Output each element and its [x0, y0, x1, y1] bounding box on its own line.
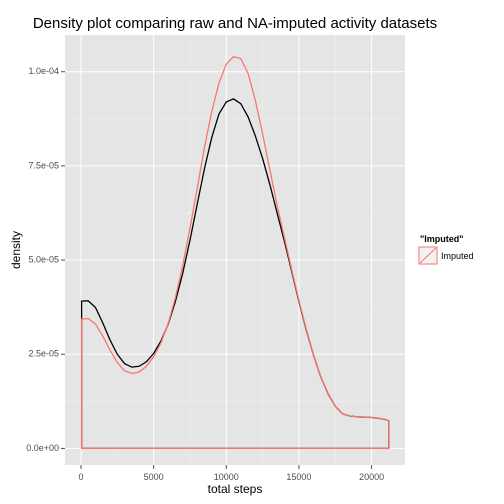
- x-axis-title: total steps: [208, 482, 263, 496]
- chart-title: Density plot comparing raw and NA-impute…: [33, 15, 437, 32]
- y-tick-label: 2.5e-05: [28, 349, 59, 359]
- x-tick-label: 15000: [286, 472, 311, 482]
- y-tick-label: 0.0e+00: [26, 443, 59, 453]
- legend-key-line: [419, 247, 437, 264]
- x-tick-label: 5000: [144, 472, 164, 482]
- x-tick-label: 20000: [359, 472, 384, 482]
- legend: "Imputed" Imputed: [418, 234, 474, 265]
- y-axis-title: density: [9, 231, 23, 269]
- minor-gridlines: [65, 35, 405, 465]
- legend-title: "Imputed": [420, 234, 464, 244]
- y-axis: 0.0e+00 2.5e-05 5.0e-05 7.5e-05 1.0e-04: [26, 66, 65, 453]
- x-axis: 0 5000 10000 15000 20000: [78, 465, 384, 482]
- y-tick-label: 7.5e-05: [28, 160, 59, 170]
- y-tick-label: 1.0e-04: [28, 66, 59, 76]
- legend-label-imputed: Imputed: [441, 251, 474, 261]
- y-tick-label: 5.0e-05: [28, 254, 59, 264]
- plot-panel: [65, 35, 405, 465]
- density-line-imputed: [80, 55, 390, 450]
- x-tick-label: 0: [78, 472, 83, 482]
- x-tick-label: 10000: [214, 472, 239, 482]
